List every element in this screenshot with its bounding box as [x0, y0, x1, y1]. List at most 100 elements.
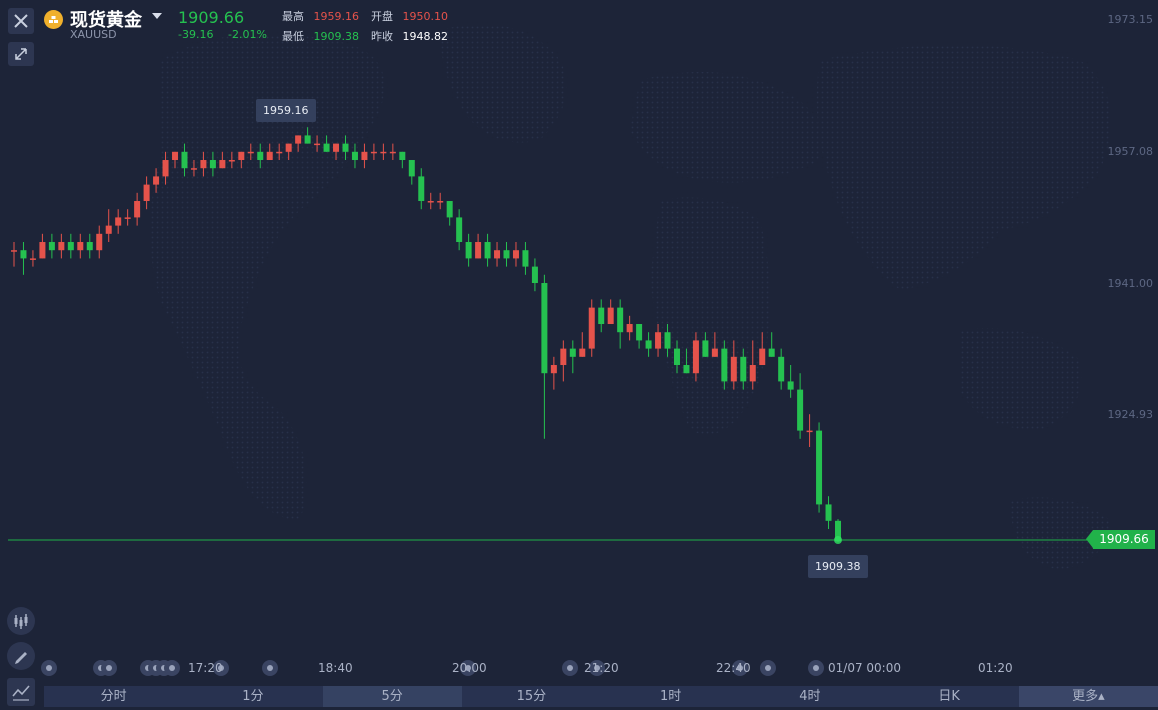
event-marker[interactable] — [164, 660, 180, 676]
candle-body — [437, 201, 444, 203]
header-bar: 现货黄金 XAUUSD 1909.66 -39.16 -2.01% 最高 195… — [0, 0, 1158, 66]
last-price-glow — [834, 536, 842, 544]
x-axis-label: 21:20 — [584, 661, 619, 675]
candle-body — [48, 242, 55, 251]
event-marker[interactable] — [460, 660, 476, 676]
candle-body — [740, 356, 747, 382]
candle-body — [314, 143, 321, 146]
low-label: 最低 — [282, 30, 304, 43]
event-marker[interactable] — [562, 660, 578, 676]
high-label: 最高 — [282, 10, 304, 23]
candle-body — [825, 504, 832, 521]
candle-body — [749, 365, 756, 382]
max-price-tooltip: 1959.16 — [256, 99, 316, 122]
tab-5min[interactable]: 5分 — [322, 686, 462, 707]
prev-close-label: 昨收 — [371, 30, 393, 43]
tab-1min[interactable]: 1分 — [242, 689, 264, 704]
tab-more[interactable]: 更多▴ — [1018, 686, 1158, 707]
high-value: 1959.16 — [313, 10, 360, 23]
candle-body — [607, 307, 614, 325]
candle-body — [673, 348, 680, 366]
low-value: 1909.38 — [313, 30, 360, 43]
candle-body — [134, 201, 141, 218]
candle-body — [494, 250, 501, 259]
candle-body — [285, 143, 292, 152]
tab-4hour[interactable]: 4时 — [799, 689, 821, 704]
x-axis-label: 20:00 — [452, 661, 487, 675]
low-stat: 最低 1909.38 — [282, 28, 359, 44]
price-change-percent: -2.01% — [228, 28, 267, 41]
candle-body — [172, 151, 179, 161]
candle-body — [39, 242, 46, 259]
event-marker[interactable] — [41, 660, 57, 676]
candle-body — [588, 307, 595, 349]
candle-body — [787, 381, 794, 390]
candle-body — [181, 151, 188, 169]
collapse-button[interactable] — [8, 42, 34, 66]
candle-body — [399, 151, 406, 161]
collapse-icon — [15, 48, 27, 60]
instrument-name[interactable]: 现货黄金 — [70, 10, 142, 31]
candles-icon — [14, 614, 28, 629]
prev-close-stat: 昨收 1948.82 — [371, 28, 448, 44]
candle-body — [598, 307, 605, 325]
candle-body — [11, 250, 17, 252]
candle-body — [768, 348, 775, 357]
candle-body — [115, 217, 122, 226]
candle-body — [29, 258, 36, 260]
indicator-button[interactable] — [7, 607, 35, 635]
candle-body — [579, 348, 586, 357]
candle-body — [721, 348, 728, 382]
timeframe-tabs: 分时 1分 5分 15分 1时 4时 日K 更多▴ — [44, 686, 1158, 707]
candle-body — [190, 168, 197, 170]
candle-body — [351, 151, 358, 161]
y-axis-label: 1924.93 — [1107, 408, 1154, 421]
close-icon — [14, 14, 28, 28]
candle-body — [522, 250, 529, 267]
event-marker[interactable] — [213, 660, 229, 676]
candle-body — [626, 324, 633, 333]
pencil-icon — [15, 652, 27, 664]
current-price: 1909.66 — [178, 8, 245, 27]
candle-body — [361, 151, 368, 161]
x-axis-label: 01:20 — [978, 661, 1013, 675]
x-axis-label: 22:40 — [716, 661, 751, 675]
candle-body — [456, 217, 463, 243]
candle-body — [560, 348, 567, 366]
candle-body — [484, 242, 491, 259]
candle-body — [683, 365, 690, 374]
candle-body — [655, 332, 662, 349]
instrument-symbol: XAUUSD — [70, 28, 117, 41]
candle-body — [333, 143, 340, 152]
candle-body — [835, 520, 841, 542]
tab-15min[interactable]: 15分 — [516, 689, 547, 704]
event-marker[interactable] — [808, 660, 824, 676]
event-marker[interactable] — [262, 660, 278, 676]
indicator-line-button[interactable] — [7, 678, 35, 706]
candle-body — [162, 160, 169, 177]
candle-body — [323, 143, 330, 152]
gold-coin-icon — [44, 10, 63, 29]
event-marker[interactable] — [732, 660, 748, 676]
candle-body — [759, 348, 766, 366]
candle-body — [503, 250, 510, 259]
candle-body — [257, 151, 264, 161]
event-marker[interactable] — [589, 660, 605, 676]
x-axis-label: 17:20 — [188, 661, 223, 675]
candle-body — [730, 356, 737, 382]
event-marker[interactable] — [760, 660, 776, 676]
draw-button[interactable] — [7, 642, 35, 670]
candle-body — [209, 160, 216, 169]
candle-body — [617, 307, 624, 333]
tab-1hour[interactable]: 1时 — [659, 689, 682, 704]
candle-body — [797, 389, 804, 431]
candle-body — [806, 430, 813, 433]
event-marker[interactable] — [101, 660, 117, 676]
candle-body — [228, 160, 235, 162]
close-button[interactable] — [8, 8, 34, 34]
tab-timeshare[interactable]: 分时 — [100, 689, 127, 704]
chevron-down-icon[interactable] — [152, 13, 162, 19]
tab-daily[interactable]: 日K — [938, 689, 960, 704]
